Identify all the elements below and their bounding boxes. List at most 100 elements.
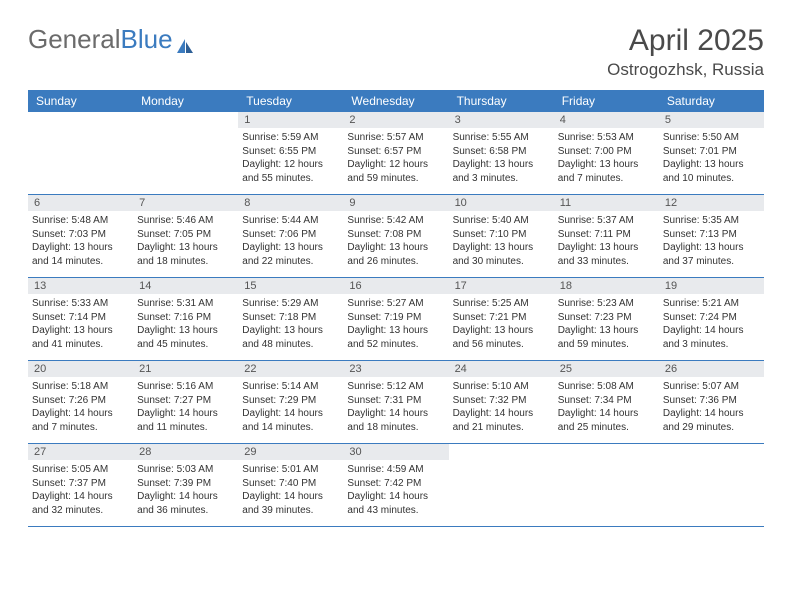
day-cell — [554, 444, 659, 526]
day-number: 19 — [659, 278, 764, 294]
day-cell: 24Sunrise: 5:10 AMSunset: 7:32 PMDayligh… — [449, 361, 554, 443]
daylight-text: Daylight: 14 hours and 7 minutes. — [32, 407, 129, 434]
daylight-text: Daylight: 14 hours and 21 minutes. — [453, 407, 550, 434]
week-row: 6Sunrise: 5:48 AMSunset: 7:03 PMDaylight… — [28, 195, 764, 278]
day-cell: 7Sunrise: 5:46 AMSunset: 7:05 PMDaylight… — [133, 195, 238, 277]
sunrise-text: Sunrise: 5:07 AM — [663, 380, 760, 394]
day-body: Sunrise: 5:27 AMSunset: 7:19 PMDaylight:… — [343, 294, 448, 355]
day-cell: 15Sunrise: 5:29 AMSunset: 7:18 PMDayligh… — [238, 278, 343, 360]
day-cell: 27Sunrise: 5:05 AMSunset: 7:37 PMDayligh… — [28, 444, 133, 526]
day-cell — [449, 444, 554, 526]
day-cell — [659, 444, 764, 526]
sunrise-text: Sunrise: 5:25 AM — [453, 297, 550, 311]
sunrise-text: Sunrise: 5:42 AM — [347, 214, 444, 228]
sunrise-text: Sunrise: 5:53 AM — [558, 131, 655, 145]
sunset-text: Sunset: 6:58 PM — [453, 145, 550, 159]
day-number: 7 — [133, 195, 238, 211]
day-cell: 20Sunrise: 5:18 AMSunset: 7:26 PMDayligh… — [28, 361, 133, 443]
sunset-text: Sunset: 7:21 PM — [453, 311, 550, 325]
daylight-text: Daylight: 14 hours and 32 minutes. — [32, 490, 129, 517]
sunrise-text: Sunrise: 5:08 AM — [558, 380, 655, 394]
day-cell: 14 Sunrise: 5:31 AMSunset: 7:16 PMDayligh… — [133, 278, 238, 360]
daylight-text: Daylight: 14 hours and 43 minutes. — [347, 490, 444, 517]
day-body: Sunrise: 4:59 AMSunset: 7:42 PMDaylight:… — [343, 460, 448, 521]
sunrise-text: Sunrise: 5:16 AM — [137, 380, 234, 394]
day-header: Friday — [554, 90, 659, 112]
day-cell: 2Sunrise: 5:57 AMSunset: 6:57 PMDaylight… — [343, 112, 448, 194]
sunrise-text: Sunrise: 5:01 AM — [242, 463, 339, 477]
sunrise-text: Sunrise: 5:55 AM — [453, 131, 550, 145]
daylight-text: Daylight: 14 hours and 39 minutes. — [242, 490, 339, 517]
sunset-text: Sunset: 7:40 PM — [242, 477, 339, 491]
day-cell: 1Sunrise: 5:59 AMSunset: 6:55 PMDaylight… — [238, 112, 343, 194]
daylight-text: Daylight: 14 hours and 18 minutes. — [347, 407, 444, 434]
logo-text-gray: General — [28, 24, 121, 55]
day-body: Sunrise: 5:50 AMSunset: 7:01 PMDaylight:… — [659, 128, 764, 189]
sunrise-text: Sunrise: 5:29 AM — [242, 297, 339, 311]
day-body: Sunrise: 5:10 AMSunset: 7:32 PMDaylight:… — [449, 377, 554, 438]
daylight-text: Daylight: 14 hours and 29 minutes. — [663, 407, 760, 434]
day-number: 9 — [343, 195, 448, 211]
sunrise-text: Sunrise: 5:21 AM — [663, 297, 760, 311]
daylight-text: Daylight: 13 hours and 37 minutes. — [663, 241, 760, 268]
day-cell: 11Sunrise: 5:37 AMSunset: 7:11 PMDayligh… — [554, 195, 659, 277]
sunrise-text: Sunrise: 4:59 AM — [347, 463, 444, 477]
sunrise-text: Sunrise: 5:23 AM — [558, 297, 655, 311]
day-body: Sunrise: 5:42 AMSunset: 7:08 PMDaylight:… — [343, 211, 448, 272]
day-body: Sunrise: 5:59 AMSunset: 6:55 PMDaylight:… — [238, 128, 343, 189]
day-body: Sunrise: 5:35 AMSunset: 7:13 PMDaylight:… — [659, 211, 764, 272]
day-number: 25 — [554, 361, 659, 377]
day-header: Monday — [133, 90, 238, 112]
day-number: 28 — [133, 444, 238, 460]
day-cell: 6Sunrise: 5:48 AMSunset: 7:03 PMDaylight… — [28, 195, 133, 277]
sunset-text: Sunset: 7:32 PM — [453, 394, 550, 408]
day-header: Wednesday — [343, 90, 448, 112]
sunset-text: Sunset: 6:57 PM — [347, 145, 444, 159]
daylight-text: Daylight: 13 hours and 14 minutes. — [32, 241, 129, 268]
daylight-text: Daylight: 13 hours and 52 minutes. — [347, 324, 444, 351]
title-block: April 2025 Ostrogozhsk, Russia — [607, 24, 764, 80]
day-number: 15 — [238, 278, 343, 294]
day-number: 14 — [133, 278, 238, 294]
day-number: 16 — [343, 278, 448, 294]
day-number: 23 — [343, 361, 448, 377]
day-number: 13 — [28, 278, 133, 294]
day-cell: 13Sunrise: 5:33 AMSunset: 7:14 PMDayligh… — [28, 278, 133, 360]
week-row: 13Sunrise: 5:33 AMSunset: 7:14 PMDayligh… — [28, 278, 764, 361]
day-body: Sunrise: 5:21 AMSunset: 7:24 PMDaylight:… — [659, 294, 764, 355]
day-cell: 3Sunrise: 5:55 AMSunset: 6:58 PMDaylight… — [449, 112, 554, 194]
day-body: Sunrise: 5:29 AMSunset: 7:18 PMDaylight:… — [238, 294, 343, 355]
day-cell: 23Sunrise: 5:12 AMSunset: 7:31 PMDayligh… — [343, 361, 448, 443]
day-number: 11 — [554, 195, 659, 211]
sunset-text: Sunset: 7:16 PM — [137, 311, 234, 325]
daylight-text: Daylight: 12 hours and 59 minutes. — [347, 158, 444, 185]
day-body: Sunrise: 5:44 AMSunset: 7:06 PMDaylight:… — [238, 211, 343, 272]
sunrise-text: Sunrise: 5:44 AM — [242, 214, 339, 228]
day-cell: 28Sunrise: 5:03 AMSunset: 7:39 PMDayligh… — [133, 444, 238, 526]
day-cell: 16Sunrise: 5:27 AMSunset: 7:19 PMDayligh… — [343, 278, 448, 360]
week-row: 1Sunrise: 5:59 AMSunset: 6:55 PMDaylight… — [28, 112, 764, 195]
day-body: Sunrise: 5:55 AMSunset: 6:58 PMDaylight:… — [449, 128, 554, 189]
sunrise-text: Sunrise: 5:14 AM — [242, 380, 339, 394]
sunrise-text: Sunrise: 5:31 AM — [137, 297, 234, 311]
day-cell: 30Sunrise: 4:59 AMSunset: 7:42 PMDayligh… — [343, 444, 448, 526]
day-body: Sunrise: 5:07 AMSunset: 7:36 PMDaylight:… — [659, 377, 764, 438]
day-number: 24 — [449, 361, 554, 377]
daylight-text: Daylight: 12 hours and 55 minutes. — [242, 158, 339, 185]
day-body: Sunrise: 5:57 AMSunset: 6:57 PMDaylight:… — [343, 128, 448, 189]
sunset-text: Sunset: 7:01 PM — [663, 145, 760, 159]
calendar: SundayMondayTuesdayWednesdayThursdayFrid… — [28, 90, 764, 527]
day-number: 8 — [238, 195, 343, 211]
location: Ostrogozhsk, Russia — [607, 60, 764, 80]
sunset-text: Sunset: 7:18 PM — [242, 311, 339, 325]
sunrise-text: Sunrise: 5:10 AM — [453, 380, 550, 394]
day-body: Sunrise: 5:46 AMSunset: 7:05 PMDaylight:… — [133, 211, 238, 272]
sunset-text: Sunset: 7:31 PM — [347, 394, 444, 408]
day-body: Sunrise: 5:40 AMSunset: 7:10 PMDaylight:… — [449, 211, 554, 272]
sunset-text: Sunset: 7:13 PM — [663, 228, 760, 242]
sunset-text: Sunset: 7:23 PM — [558, 311, 655, 325]
daylight-text: Daylight: 13 hours and 45 minutes. — [137, 324, 234, 351]
sunrise-text: Sunrise: 5:46 AM — [137, 214, 234, 228]
daylight-text: Daylight: 14 hours and 36 minutes. — [137, 490, 234, 517]
day-body: Sunrise: 5:37 AMSunset: 7:11 PMDaylight:… — [554, 211, 659, 272]
